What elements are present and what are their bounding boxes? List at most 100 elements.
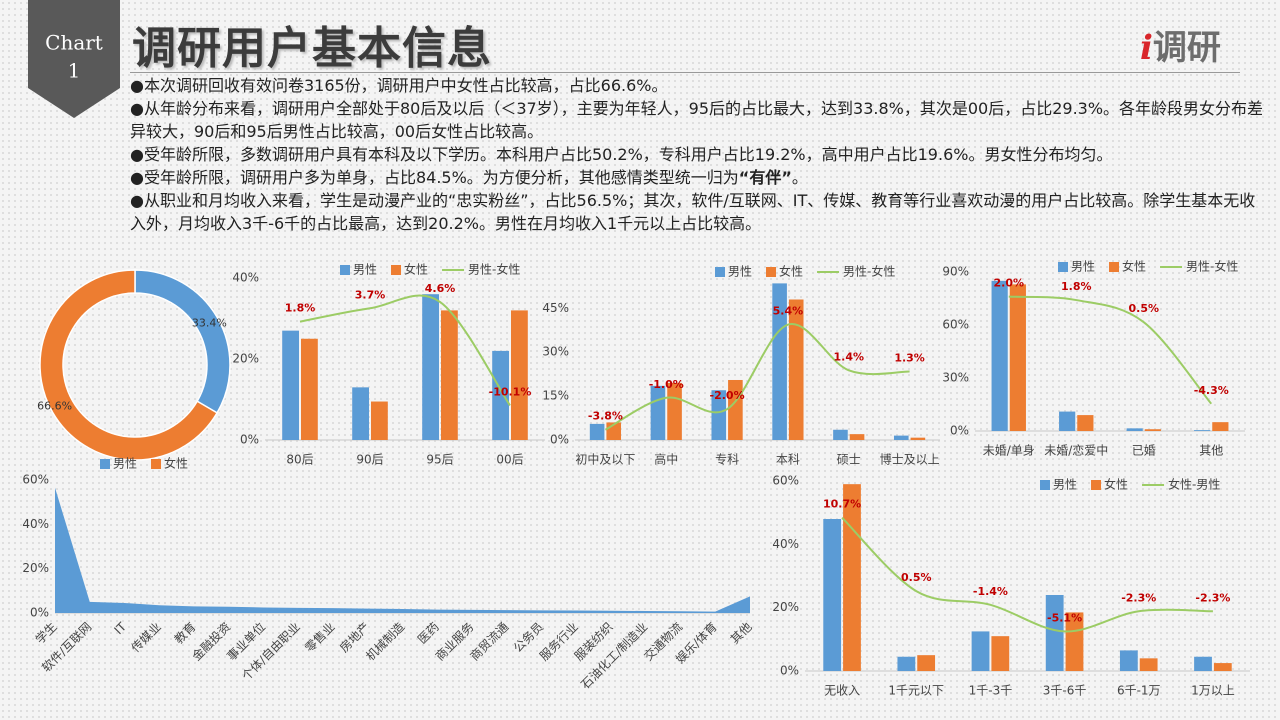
data-label: 1.3% <box>894 351 925 364</box>
bullet-text: ●从年龄分布来看，调研用户全部处于80后及以后（＜37岁），主要为年轻人，95后… <box>130 99 1264 141</box>
bar <box>422 294 439 440</box>
y-tick-label: 30% <box>542 345 569 359</box>
bar <box>650 385 666 440</box>
legend-label: 女性 <box>1122 259 1146 274</box>
y-tick-label: 60% <box>942 318 969 332</box>
bullet-emphasis: “有伴” <box>738 168 792 187</box>
y-tick-label: 40% <box>22 517 49 531</box>
x-tick-label: 传媒业 <box>128 619 164 655</box>
x-tick-label: 已婚 <box>1132 444 1156 458</box>
x-tick-label: 未婚/单身 <box>983 443 1035 458</box>
badge-number: 1 <box>68 59 81 83</box>
legend-label: 男性 <box>728 265 752 279</box>
y-tick-label: 60% <box>772 474 799 488</box>
bar <box>1009 284 1026 431</box>
logo-mark: i <box>1140 28 1153 68</box>
bar <box>991 636 1010 671</box>
bullet-text: ●从职业和月均收入来看，学生是动漫产业的“忠实粉丝”，占比56.5%；其次，软件… <box>130 191 1256 233</box>
legend-label: 女性-男性 <box>1168 477 1220 492</box>
legend-label: 男性 <box>353 263 377 277</box>
bullet: ●从职业和月均收入来看，学生是动漫产业的“忠实粉丝”，占比56.5%；其次，软件… <box>130 189 1270 235</box>
legend-swatch <box>766 267 777 277</box>
legend-label: 男性-女性 <box>468 262 520 277</box>
bar <box>1212 422 1229 431</box>
legend-swatch <box>340 265 350 275</box>
slide-title: 调研用户基本信息 <box>132 23 492 74</box>
bullet-text: ●受年龄所限，调研用户多为单身，占比84.5%。为方便分析，其他感情类型统一归为 <box>130 168 739 187</box>
bar <box>1059 411 1076 431</box>
legend-swatch <box>715 267 725 277</box>
y-tick-label: 60% <box>22 473 49 487</box>
donut-slice <box>134 269 231 414</box>
bar <box>1077 415 1094 431</box>
bar <box>667 382 682 440</box>
bar <box>772 283 787 440</box>
bullet-list: ●本次调研回收有效问卷3165份，调研用户中女性占比较高，占比66.6%。 ●从年… <box>130 74 1270 235</box>
data-label: -2.3% <box>1121 591 1156 604</box>
bar <box>1144 429 1161 431</box>
data-label: -2.0% <box>710 389 745 402</box>
y-tick-label: 40% <box>232 271 259 285</box>
x-tick-label: 零售业 <box>302 619 338 655</box>
x-tick-label: 1千元以下 <box>888 684 944 698</box>
badge-shape <box>28 0 120 118</box>
bar <box>833 429 848 440</box>
line <box>299 294 511 407</box>
x-tick-label: 硕士 <box>837 453 861 467</box>
bar <box>1194 656 1212 671</box>
bar <box>1194 430 1211 431</box>
badge: Chart 1 <box>28 0 120 118</box>
legend-label: 女性 <box>1104 477 1128 492</box>
y-tick-label: 45% <box>542 301 569 315</box>
data-label: 5.4% <box>773 305 804 318</box>
legend-label: 女性 <box>779 264 803 279</box>
bar <box>1139 658 1158 671</box>
data-label: 2.0% <box>993 277 1024 290</box>
x-tick-label: 博士及以上 <box>880 452 940 467</box>
bar <box>301 338 318 440</box>
bullet-text: ●本次调研回收有效问卷3165份，调研用户中女性占比较高，占比66.6%。 <box>130 76 668 95</box>
data-label: 33.4% <box>192 316 227 329</box>
bar <box>910 437 926 440</box>
x-tick-label: 00后 <box>496 453 523 467</box>
legend-swatch <box>1058 262 1068 272</box>
line <box>604 323 910 431</box>
y-tick-label: 0% <box>30 606 49 620</box>
bar <box>843 484 861 671</box>
y-tick-label: 20% <box>232 352 259 366</box>
x-tick-label: 1千-3千 <box>969 684 1013 698</box>
bullet: ●受年龄所限，调研用户多为单身，占比84.5%。为方便分析，其他感情类型统一归为… <box>130 166 1270 189</box>
bar <box>917 655 936 671</box>
bar <box>352 387 369 440</box>
legend-swatch <box>151 459 162 469</box>
y-tick-label: 0% <box>550 433 569 447</box>
x-tick-label: 95后 <box>426 453 453 467</box>
x-tick-label: 3千-6千 <box>1043 684 1087 698</box>
y-tick-label: 20% <box>772 600 799 614</box>
data-label: -10.1% <box>489 385 532 398</box>
data-label: 0.5% <box>901 571 932 584</box>
logo: i调研 <box>1140 20 1221 69</box>
bar <box>589 423 605 440</box>
bar <box>788 299 804 440</box>
x-tick-label: 商贸流通 <box>467 619 512 664</box>
legend-label: 男性 <box>1071 260 1095 274</box>
data-label: 66.6% <box>37 400 72 413</box>
legend-label: 男性-女性 <box>843 264 895 279</box>
logo-text: 调研 <box>1152 28 1221 68</box>
bar <box>492 350 509 440</box>
bar <box>893 435 909 440</box>
data-label: 1.8% <box>1061 280 1092 293</box>
badge-text: Chart <box>45 31 103 55</box>
data-label: 1.8% <box>285 302 316 315</box>
title-rule <box>130 72 1240 73</box>
y-tick-label: 15% <box>542 389 569 403</box>
x-tick-label: 专科 <box>715 452 739 467</box>
bar <box>711 390 727 440</box>
bar <box>1119 650 1138 671</box>
x-tick-label: 机械制造 <box>363 619 408 664</box>
bar <box>441 310 458 440</box>
bullet: ●本次调研回收有效问卷3165份，调研用户中女性占比较高，占比66.6%。 <box>130 74 1270 97</box>
legend-label: 男性 <box>1053 478 1077 492</box>
